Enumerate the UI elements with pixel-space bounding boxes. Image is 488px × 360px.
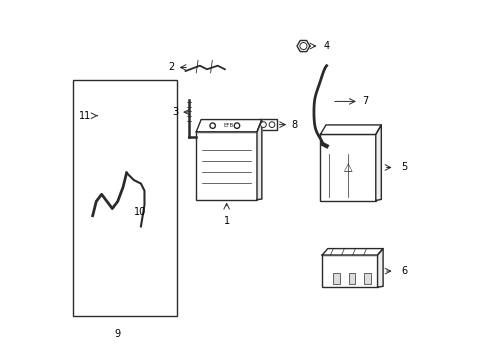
FancyBboxPatch shape <box>87 219 98 227</box>
Text: 7: 7 <box>362 96 368 107</box>
Text: 11: 11 <box>79 111 91 121</box>
Polygon shape <box>320 125 381 134</box>
Circle shape <box>260 122 266 127</box>
Text: 3: 3 <box>172 107 178 117</box>
Circle shape <box>234 123 239 129</box>
Text: 9: 9 <box>114 329 121 339</box>
Polygon shape <box>322 249 382 255</box>
FancyBboxPatch shape <box>320 134 375 201</box>
Circle shape <box>268 122 274 127</box>
Circle shape <box>209 123 215 129</box>
FancyBboxPatch shape <box>121 169 132 178</box>
Text: 8: 8 <box>290 120 296 130</box>
Text: 4: 4 <box>323 41 328 51</box>
Circle shape <box>299 42 306 50</box>
FancyBboxPatch shape <box>136 226 145 234</box>
FancyBboxPatch shape <box>322 255 377 287</box>
Text: △: △ <box>343 162 352 172</box>
Polygon shape <box>196 120 262 132</box>
Text: 2: 2 <box>168 63 175 72</box>
FancyBboxPatch shape <box>196 132 257 200</box>
Text: 10: 10 <box>134 207 146 217</box>
FancyBboxPatch shape <box>364 273 370 284</box>
Text: EFB: EFB <box>223 123 233 128</box>
Text: 5: 5 <box>401 162 407 172</box>
FancyBboxPatch shape <box>73 80 176 316</box>
Polygon shape <box>377 249 382 287</box>
FancyBboxPatch shape <box>348 273 355 284</box>
Polygon shape <box>257 120 262 200</box>
FancyBboxPatch shape <box>97 108 113 124</box>
FancyBboxPatch shape <box>333 273 339 284</box>
FancyBboxPatch shape <box>258 119 276 130</box>
Text: 6: 6 <box>401 266 407 276</box>
Text: 1: 1 <box>223 216 229 226</box>
Polygon shape <box>375 125 381 201</box>
Polygon shape <box>296 40 309 51</box>
